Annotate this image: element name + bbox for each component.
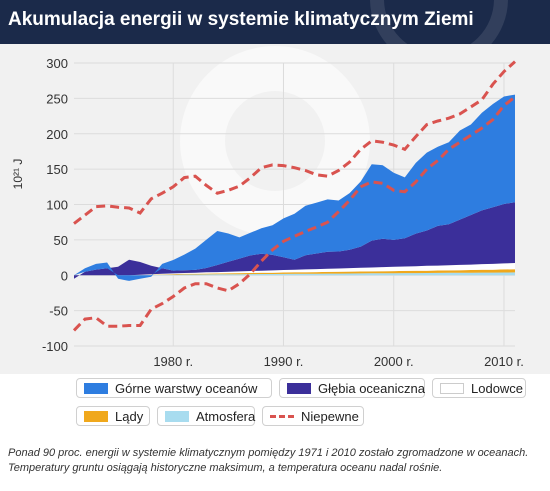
legend-swatch <box>165 411 189 422</box>
chart-title: Akumulacja energii w systemie klimatyczn… <box>8 9 474 30</box>
legend-item-land: Lądy <box>76 406 150 426</box>
y-tick-label: 250 <box>46 91 68 106</box>
legend-swatch <box>84 383 108 394</box>
y-tick-label: 0 <box>61 268 68 283</box>
area-lodowce <box>74 263 515 276</box>
uncertainty-lines <box>72 60 517 332</box>
legend-label: Lodowce <box>471 381 524 396</box>
area-atmosfera <box>74 272 515 276</box>
legend-item-ice: Lodowce <box>432 378 526 398</box>
y-tick-label: -50 <box>49 304 68 319</box>
uncertainty-line-upper <box>73 60 517 225</box>
x-tick-label: 2010 r. <box>484 354 524 369</box>
legend-item-atmosphere: Atmosfera <box>157 406 255 426</box>
legend-item-upper-ocean: Górne warstwy oceanów <box>76 378 272 398</box>
area-lądy <box>74 269 515 276</box>
legend: Górne warstwy oceanów Głębia oceaniczna … <box>76 378 536 428</box>
area-górne-warstwy-oceanów <box>74 94 515 281</box>
legend-label: Górne warstwy oceanów <box>115 381 258 396</box>
legend-label: Głębia oceaniczna <box>318 381 425 396</box>
y-tick-label: 150 <box>46 162 68 177</box>
y-tick-label: -100 <box>42 339 68 354</box>
y-tick-label: 50 <box>54 233 68 248</box>
header-bar: Akumulacja energii w systemie klimatyczn… <box>0 0 550 44</box>
legend-swatch-dashed <box>270 415 294 418</box>
legend-label: Atmosfera <box>196 409 256 424</box>
y-tick-labels: -100 -50 0 50 100 150 200 250 300 <box>42 56 68 354</box>
stacked-areas <box>74 94 515 281</box>
x-tick-label: 1980 r. <box>153 354 193 369</box>
legend-swatch <box>84 411 108 422</box>
x-tick-label: 2000 r. <box>374 354 414 369</box>
y-tick-label: 300 <box>46 56 68 71</box>
legend-item-deep-ocean: Głębia oceaniczna <box>279 378 425 398</box>
x-tick-labels: 1980 r. 1990 r. 2000 r. 2010 r. <box>153 354 524 369</box>
plot-area: -100 -50 0 50 100 150 200 250 300 1980 r. 1990 r.… <box>0 44 550 374</box>
uncertainty-line-lower <box>72 95 516 332</box>
legend-swatch <box>440 383 464 394</box>
chart-canvas: -100 -50 0 50 100 150 200 250 300 1980 r. 1990 r.… <box>11 56 524 369</box>
y-tick-label: 100 <box>46 198 68 213</box>
legend-label: Lądy <box>115 409 144 424</box>
area-głębia-oceaniczna <box>74 202 515 279</box>
footnote: Ponad 90 proc. energii w systemie klimat… <box>8 447 529 474</box>
legend-swatch <box>287 383 311 394</box>
y-axis-label: 10²¹ J <box>11 159 25 190</box>
x-tick-label: 1990 r. <box>264 354 304 369</box>
legend-label: Niepewne <box>301 409 359 424</box>
legend-item-uncertainty: Niepewne <box>262 406 364 426</box>
y-tick-label: 200 <box>46 127 68 142</box>
